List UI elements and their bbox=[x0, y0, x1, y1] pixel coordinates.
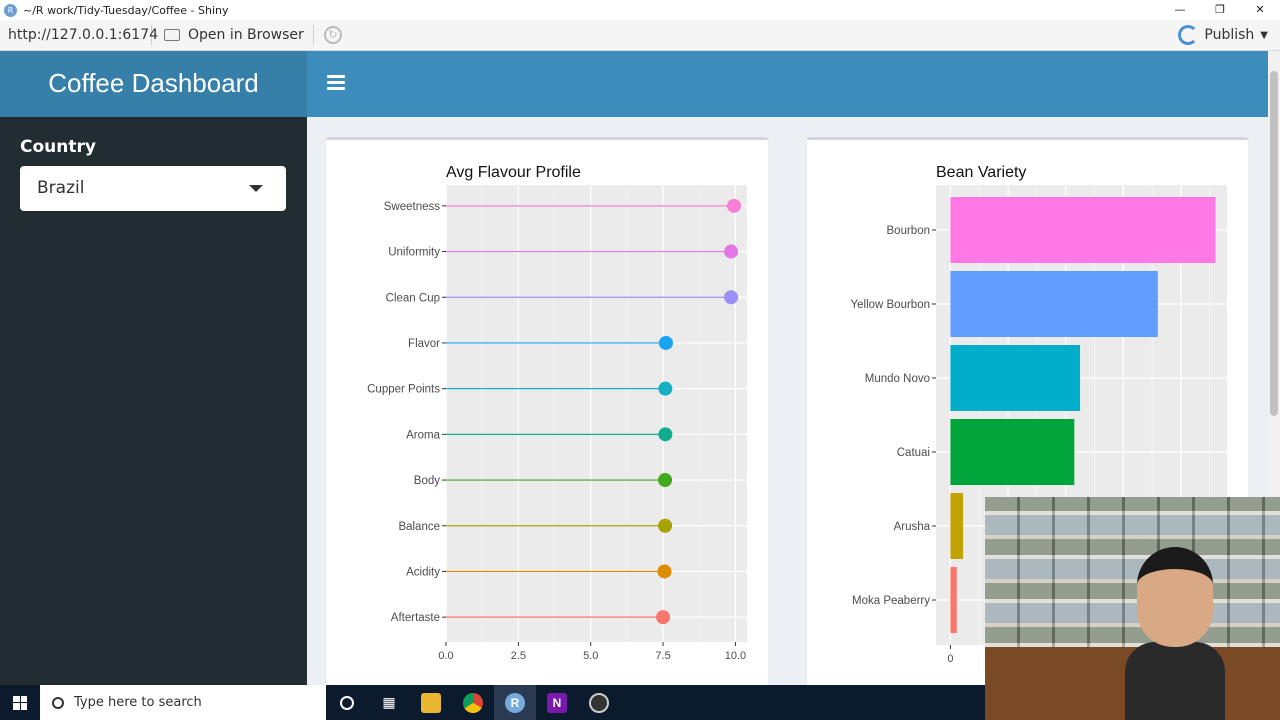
r-app-icon: R bbox=[4, 3, 17, 17]
y-tick-label: Yellow Bourbon bbox=[851, 299, 931, 311]
url-display[interactable]: http://127.0.0.1:6174 bbox=[0, 25, 158, 45]
refresh-icon[interactable]: ↻ bbox=[324, 26, 342, 44]
bean-variety-box: Bean Variety 0 Bourbon Yellow Bourbon Mundo … bbox=[807, 137, 1248, 685]
variety-bar bbox=[950, 271, 1158, 337]
folder-icon bbox=[421, 692, 441, 713]
x-tick-label: 5.0 bbox=[583, 650, 598, 662]
flavour-profile-box: Avg Flavour Profile 0.0 2.5 5.0 7.5 10.0 Sweet… bbox=[326, 137, 768, 685]
y-tick-label: Cupper Points bbox=[367, 384, 440, 396]
rstudio-button[interactable]: R bbox=[494, 685, 536, 720]
lollipop-point bbox=[657, 564, 672, 579]
sidebar: Country Brazil bbox=[0, 117, 307, 685]
x-tick-label: 10.0 bbox=[725, 650, 746, 662]
file-explorer-button[interactable] bbox=[410, 685, 452, 720]
lollipop-point bbox=[656, 610, 671, 625]
chart-title: Bean Variety bbox=[936, 164, 1026, 181]
lollipop-point bbox=[658, 518, 673, 533]
country-select[interactable]: Brazil bbox=[20, 166, 286, 211]
close-icon[interactable]: ✕ bbox=[1255, 3, 1265, 16]
x-tick-label: 7.5 bbox=[655, 650, 670, 662]
y-tick-label: Clean Cup bbox=[386, 292, 440, 304]
variety-bar bbox=[950, 345, 1081, 411]
y-tick-label: Aroma bbox=[406, 429, 440, 441]
chrome-icon bbox=[463, 692, 483, 713]
y-tick-label: Body bbox=[414, 475, 440, 487]
country-selected-value: Brazil bbox=[37, 178, 85, 198]
lollipop-point bbox=[658, 381, 673, 396]
publish-label: Publish bbox=[1204, 27, 1255, 43]
shiny-app: Coffee Dashboard Country Brazil Avg Flav… bbox=[0, 51, 1268, 685]
variety-bar bbox=[950, 197, 1216, 263]
lollipop-point bbox=[724, 244, 739, 259]
plot-panel bbox=[446, 185, 747, 642]
variety-bar bbox=[950, 493, 964, 559]
window-title: ~/R work/Tidy-Tuesday/Coffee - Shiny bbox=[23, 3, 229, 17]
y-tick-label: Moka Peaberry bbox=[852, 595, 930, 607]
obs-icon bbox=[589, 692, 609, 713]
lollipop-point bbox=[658, 335, 673, 350]
y-tick-label: Arusha bbox=[894, 521, 931, 533]
photo-wall bbox=[985, 497, 1280, 667]
chevron-down-icon: ▼ bbox=[1260, 29, 1268, 41]
y-tick-label: Flavor bbox=[408, 338, 440, 350]
country-label: Country bbox=[20, 137, 96, 157]
top-navbar bbox=[307, 51, 1268, 117]
chevron-down-icon bbox=[249, 185, 263, 192]
x-tick-label: 0.0 bbox=[438, 650, 453, 662]
y-tick-label: Sweetness bbox=[384, 201, 441, 213]
obs-button[interactable] bbox=[578, 685, 620, 720]
variety-bar bbox=[950, 567, 957, 633]
y-tick-label: Aftertaste bbox=[391, 612, 440, 624]
flavour-profile-chart: Avg Flavour Profile 0.0 2.5 5.0 7.5 10.0 Sweet… bbox=[367, 164, 747, 662]
y-tick-label: Balance bbox=[398, 521, 440, 533]
browser-icon bbox=[164, 29, 180, 41]
window-controls: — ❐ ✕ bbox=[1160, 0, 1280, 20]
y-tick-label: Mundo Novo bbox=[865, 373, 930, 385]
rstudio-icon: R bbox=[505, 692, 525, 713]
x-tick-label: 2.5 bbox=[511, 650, 526, 662]
restore-icon[interactable]: ❐ bbox=[1215, 3, 1225, 16]
onenote-button[interactable]: N bbox=[536, 685, 578, 720]
lollipop-point bbox=[658, 427, 673, 442]
task-view-button[interactable]: ▦ bbox=[368, 685, 410, 720]
publish-icon bbox=[1178, 25, 1199, 45]
lollipop-point bbox=[658, 473, 673, 488]
dashboard-brand: Coffee Dashboard bbox=[0, 51, 307, 117]
scrollbar-thumb[interactable] bbox=[1270, 71, 1278, 416]
bean-variety-chart: Bean Variety 0 Bourbon Yellow Bourbon Mundo … bbox=[851, 164, 1227, 665]
y-tick-label: Catuai bbox=[897, 447, 930, 459]
start-button[interactable] bbox=[0, 685, 40, 720]
presenter bbox=[1125, 547, 1225, 720]
chart-title: Avg Flavour Profile bbox=[446, 164, 581, 181]
y-tick-label: Bourbon bbox=[887, 225, 930, 237]
task-view-icon: ▦ bbox=[382, 694, 396, 710]
onenote-icon: N bbox=[547, 692, 567, 713]
minimize-icon[interactable]: — bbox=[1174, 3, 1186, 16]
open-in-browser-label: Open in Browser bbox=[188, 27, 304, 43]
search-icon bbox=[52, 696, 64, 709]
taskbar-search-box[interactable]: Type here to search bbox=[40, 685, 326, 720]
dashboard-body: Avg Flavour Profile 0.0 2.5 5.0 7.5 10.0 Sweet… bbox=[307, 117, 1268, 685]
viewer-toolbar: http://127.0.0.1:6174 Open in Browser ↻ … bbox=[0, 20, 1280, 51]
chrome-button[interactable] bbox=[452, 685, 494, 720]
windows-logo-icon bbox=[13, 695, 27, 710]
menu-toggle-icon[interactable] bbox=[327, 75, 345, 91]
y-tick-label: Uniformity bbox=[388, 247, 440, 259]
variety-bar bbox=[950, 419, 1075, 485]
cortana-button[interactable] bbox=[326, 685, 368, 720]
open-in-browser-button[interactable]: Open in Browser bbox=[152, 25, 314, 45]
taskbar-search-placeholder: Type here to search bbox=[74, 695, 202, 710]
window-titlebar: R ~/R work/Tidy-Tuesday/Coffee - Shiny —… bbox=[0, 0, 1280, 20]
lollipop-point bbox=[726, 198, 741, 213]
x-tick-label: 0 bbox=[947, 653, 953, 665]
lollipop-point bbox=[724, 290, 739, 305]
webcam-overlay bbox=[985, 497, 1280, 720]
publish-button[interactable]: Publish ▼ bbox=[1178, 25, 1268, 45]
cortana-circle-icon bbox=[340, 695, 354, 710]
y-tick-label: Acidity bbox=[406, 566, 440, 578]
